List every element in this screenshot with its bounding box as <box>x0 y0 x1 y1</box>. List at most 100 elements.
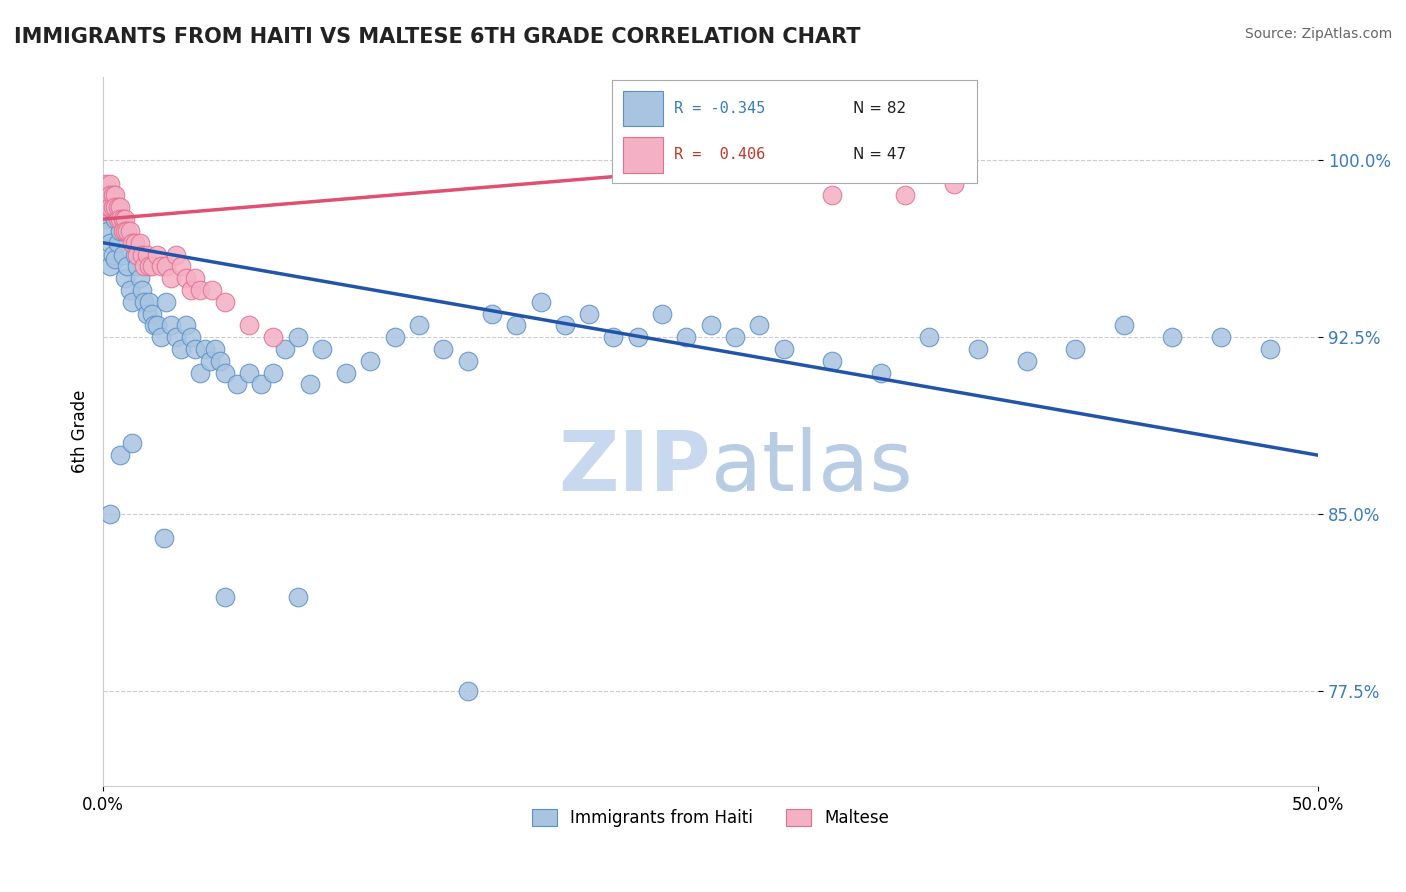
Bar <box>623 91 662 127</box>
Point <box>194 342 217 356</box>
Point <box>104 212 127 227</box>
Point <box>108 200 131 214</box>
Point <box>602 330 624 344</box>
Point <box>155 294 177 309</box>
Point <box>821 353 844 368</box>
Point <box>184 342 207 356</box>
Point <box>94 188 117 202</box>
Point <box>287 330 309 344</box>
Point <box>145 318 167 333</box>
Point <box>124 235 146 250</box>
Point <box>118 224 141 238</box>
Point <box>111 224 134 238</box>
Text: R =  0.406: R = 0.406 <box>673 147 765 162</box>
Point <box>134 260 156 274</box>
Point <box>967 342 990 356</box>
Point <box>1258 342 1281 356</box>
Point <box>1209 330 1232 344</box>
Legend: Immigrants from Haiti, Maltese: Immigrants from Haiti, Maltese <box>526 803 896 834</box>
Point <box>578 307 600 321</box>
Point <box>457 684 479 698</box>
Text: ZIP: ZIP <box>558 426 710 508</box>
Point <box>274 342 297 356</box>
Point <box>114 271 136 285</box>
Point <box>675 330 697 344</box>
Point <box>432 342 454 356</box>
Point <box>204 342 226 356</box>
Point <box>135 247 157 261</box>
Point <box>97 224 120 238</box>
Point <box>198 353 221 368</box>
Point <box>748 318 770 333</box>
Point <box>238 318 260 333</box>
Point <box>135 307 157 321</box>
Point <box>107 235 129 250</box>
Point <box>141 260 163 274</box>
Point <box>143 318 166 333</box>
Point <box>160 271 183 285</box>
Point <box>121 436 143 450</box>
Point <box>214 366 236 380</box>
Bar <box>623 136 662 173</box>
Point <box>772 342 794 356</box>
Text: R = -0.345: R = -0.345 <box>673 101 765 116</box>
Point <box>153 531 176 545</box>
Point <box>225 377 247 392</box>
Point <box>118 283 141 297</box>
Point <box>104 200 127 214</box>
Point <box>111 212 134 227</box>
Point <box>121 235 143 250</box>
Point <box>100 200 122 214</box>
Point <box>124 247 146 261</box>
Point <box>100 260 122 274</box>
Point <box>214 294 236 309</box>
Point <box>127 260 149 274</box>
Point <box>651 307 673 321</box>
Point <box>128 235 150 250</box>
Point <box>108 212 131 227</box>
Point <box>262 330 284 344</box>
Point <box>160 318 183 333</box>
Point <box>97 188 120 202</box>
Point <box>821 188 844 202</box>
Point <box>529 294 551 309</box>
Point <box>174 271 197 285</box>
Point <box>262 366 284 380</box>
Point <box>188 283 211 297</box>
Point <box>180 330 202 344</box>
Point <box>97 200 120 214</box>
Point <box>1015 353 1038 368</box>
Point <box>101 247 124 261</box>
Point <box>94 177 117 191</box>
Point <box>94 212 117 227</box>
Point <box>107 212 129 227</box>
Point <box>138 260 160 274</box>
Point <box>134 294 156 309</box>
Point <box>287 590 309 604</box>
Point <box>128 271 150 285</box>
Point <box>101 188 124 202</box>
Point <box>724 330 747 344</box>
Point <box>100 188 122 202</box>
Point <box>214 590 236 604</box>
Point <box>131 247 153 261</box>
Point <box>188 366 211 380</box>
Point <box>150 330 173 344</box>
Point <box>699 318 721 333</box>
Text: N = 47: N = 47 <box>853 147 905 162</box>
Point <box>505 318 527 333</box>
Point <box>457 353 479 368</box>
Point <box>359 353 381 368</box>
Point <box>111 247 134 261</box>
Point <box>408 318 430 333</box>
Text: atlas: atlas <box>710 426 912 508</box>
Point <box>165 247 187 261</box>
Point <box>100 508 122 522</box>
Text: IMMIGRANTS FROM HAITI VS MALTESE 6TH GRADE CORRELATION CHART: IMMIGRANTS FROM HAITI VS MALTESE 6TH GRA… <box>14 27 860 46</box>
Point <box>298 377 321 392</box>
Point <box>141 307 163 321</box>
Point <box>127 247 149 261</box>
Point <box>311 342 333 356</box>
Point <box>869 366 891 380</box>
Text: Source: ZipAtlas.com: Source: ZipAtlas.com <box>1244 27 1392 41</box>
